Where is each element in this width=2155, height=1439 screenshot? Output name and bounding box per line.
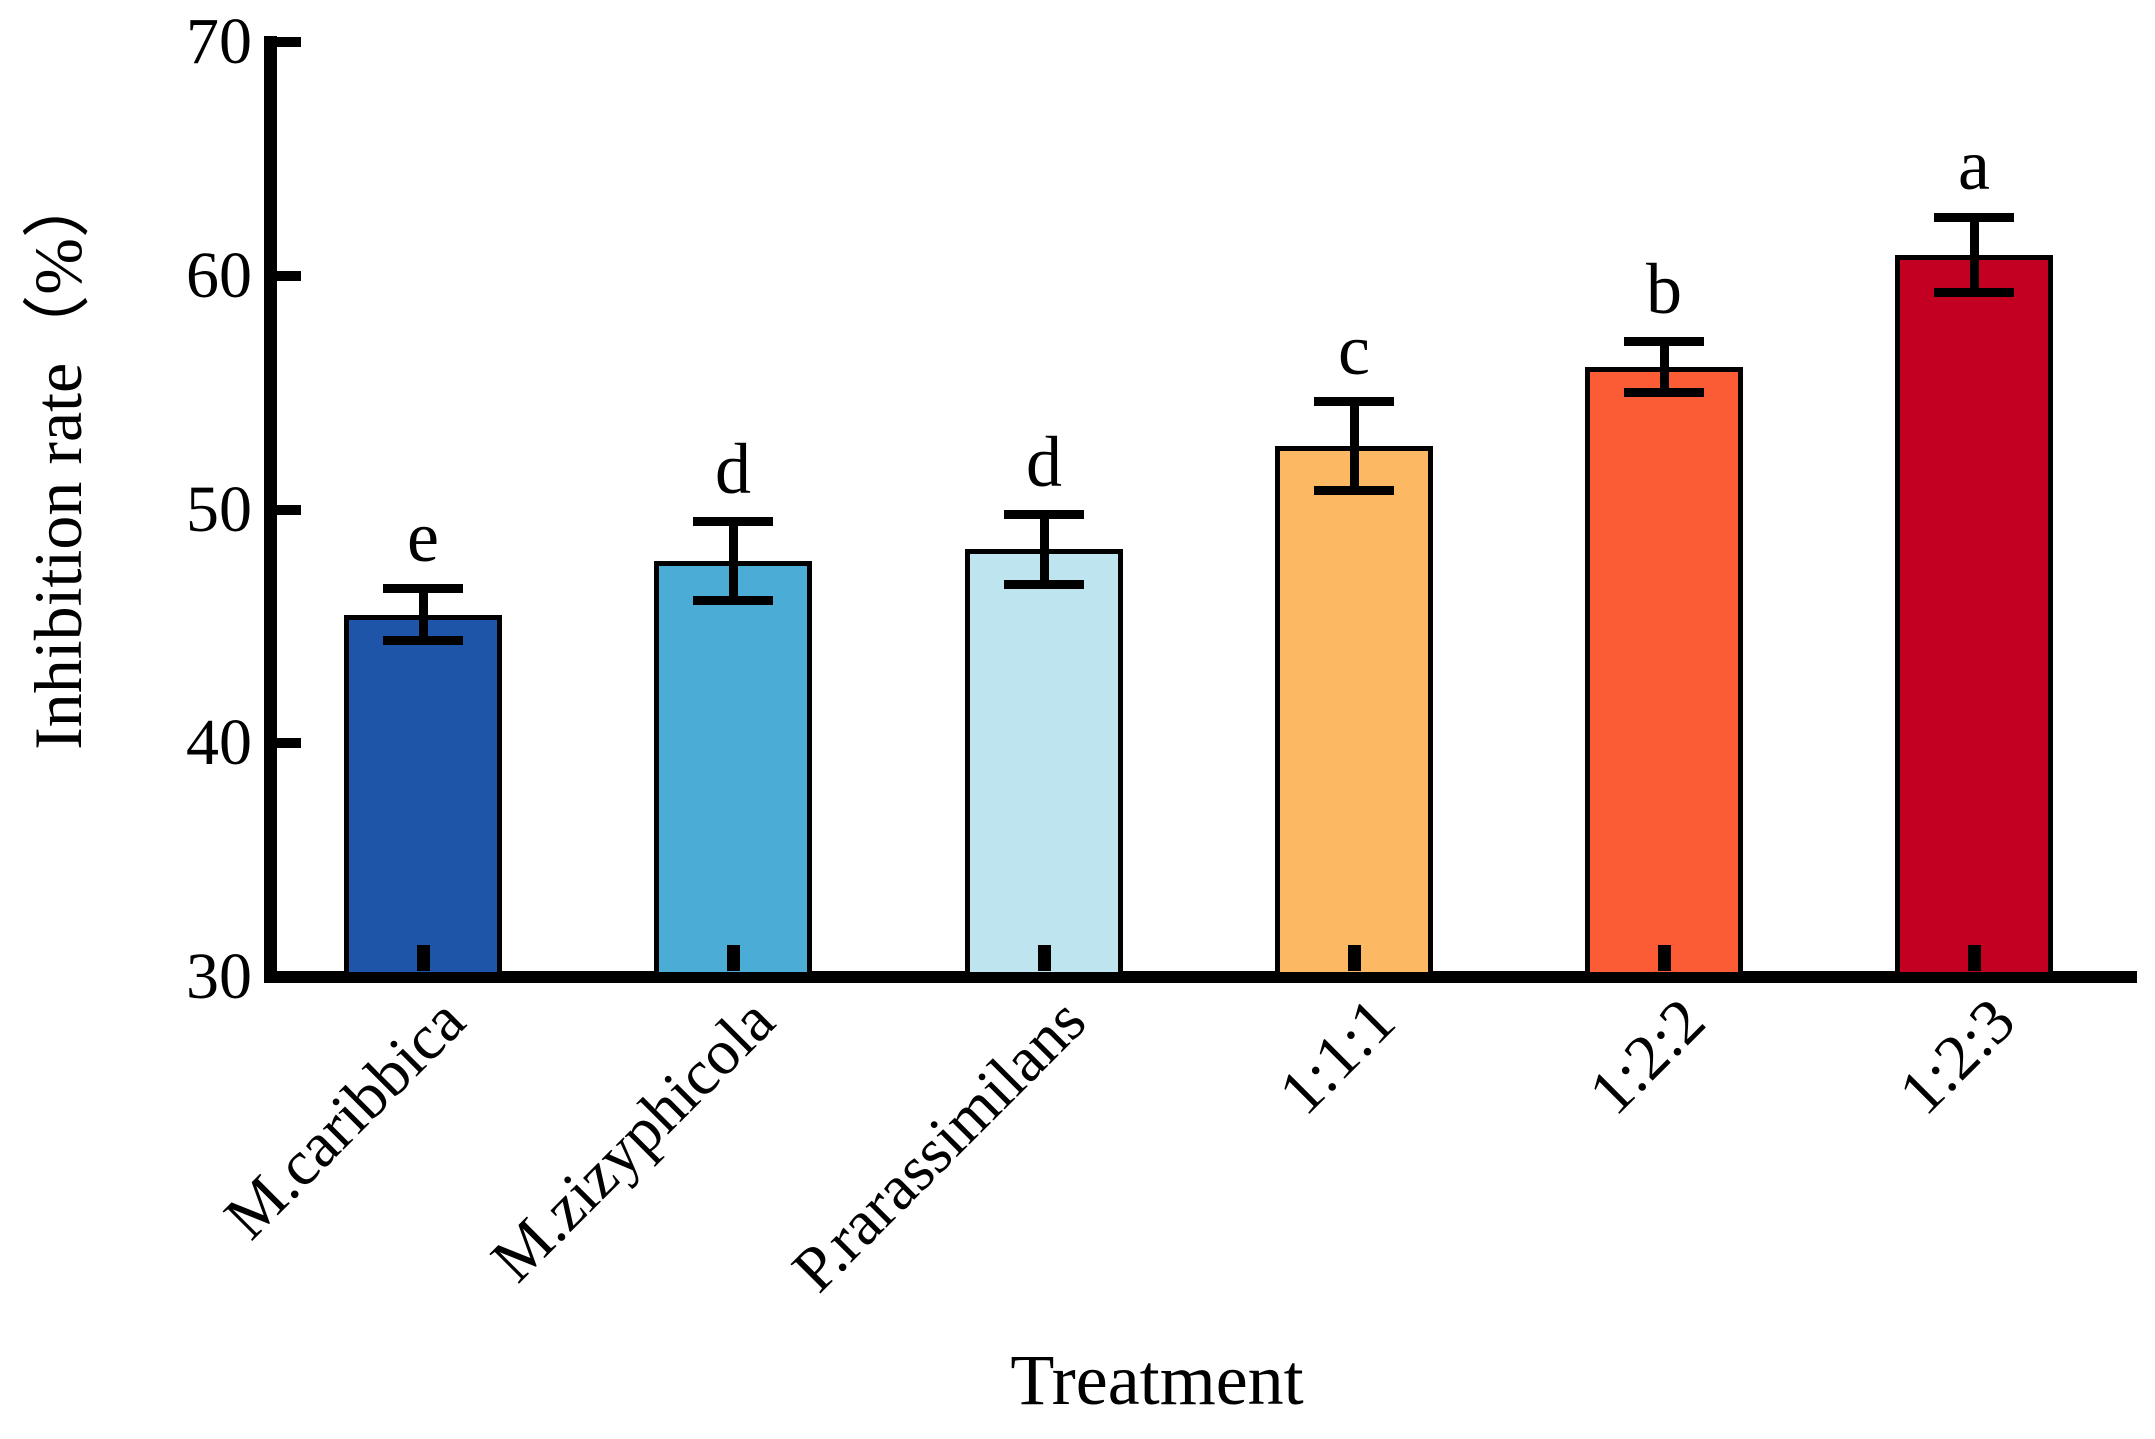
error-bar-line xyxy=(1659,341,1669,393)
error-bar-line xyxy=(728,521,738,601)
x-category-label: M.caribbica xyxy=(210,984,478,1253)
error-bar-upper-cap xyxy=(1624,336,1704,346)
error-bar-upper-cap xyxy=(693,516,773,526)
x-axis-line xyxy=(264,971,2137,983)
error-bar-line xyxy=(418,588,428,641)
bar-P.rarassimilans xyxy=(965,549,1123,977)
significance-letter: c xyxy=(1338,309,1370,390)
x-tick-mark xyxy=(1037,945,1051,971)
y-tick-label: 30 xyxy=(186,940,252,1013)
x-category-label: 1:2:2 xyxy=(1575,984,1719,1128)
error-bar-lower-cap xyxy=(1314,486,1394,496)
error-bar-upper-cap xyxy=(383,584,463,594)
significance-letter: d xyxy=(1026,422,1062,503)
bar-1:1:1 xyxy=(1275,446,1433,977)
y-tick-mark xyxy=(277,37,301,47)
significance-letter: e xyxy=(407,496,439,577)
y-tick-label: 50 xyxy=(186,472,252,546)
y-axis-line xyxy=(264,36,277,983)
x-tick-mark xyxy=(726,945,740,971)
error-bar-upper-cap xyxy=(1934,212,2014,222)
error-bar-lower-cap xyxy=(383,635,463,645)
significance-letter: b xyxy=(1646,249,1682,330)
error-bar-lower-cap xyxy=(693,596,773,606)
y-tick-mark xyxy=(277,504,301,515)
y-tick-mark xyxy=(277,270,301,281)
error-bar-lower-cap xyxy=(1004,579,1084,589)
bar-M.caribbica xyxy=(344,614,502,977)
x-category-label: M.zizyphicola xyxy=(477,984,788,1295)
y-axis-title: Inhibition rate（%） xyxy=(20,170,96,750)
y-tick-label: 40 xyxy=(186,706,252,780)
x-tick-mark xyxy=(416,945,430,971)
x-tick-mark xyxy=(1347,945,1361,971)
bar-1:2:2 xyxy=(1585,366,1743,977)
x-tick-mark xyxy=(1657,945,1671,971)
y-tick-label: 60 xyxy=(186,238,252,312)
error-bar-line xyxy=(1039,514,1049,585)
x-category-label: 1:2:3 xyxy=(1885,984,2029,1128)
significance-letter: d xyxy=(715,429,751,510)
x-axis-title: Treatment xyxy=(1010,1340,1304,1420)
error-bar-line xyxy=(1969,217,1979,293)
x-category-label: 1:1:1 xyxy=(1265,984,1409,1128)
error-bar-lower-cap xyxy=(1934,287,2014,297)
error-bar-lower-cap xyxy=(1624,388,1704,398)
x-category-label: P.rarassimilans xyxy=(778,984,1099,1305)
error-bar-upper-cap xyxy=(1314,397,1394,407)
x-tick-mark xyxy=(1967,945,1981,971)
bar-M.zizyphicola xyxy=(654,560,812,977)
error-bar-upper-cap xyxy=(1004,509,1084,519)
y-tick-mark xyxy=(277,738,301,749)
significance-letter: a xyxy=(1958,125,1990,206)
error-bar-line xyxy=(1349,401,1359,491)
y-tick-label: 70 xyxy=(186,5,252,78)
bar-1:2:3 xyxy=(1895,254,2053,977)
